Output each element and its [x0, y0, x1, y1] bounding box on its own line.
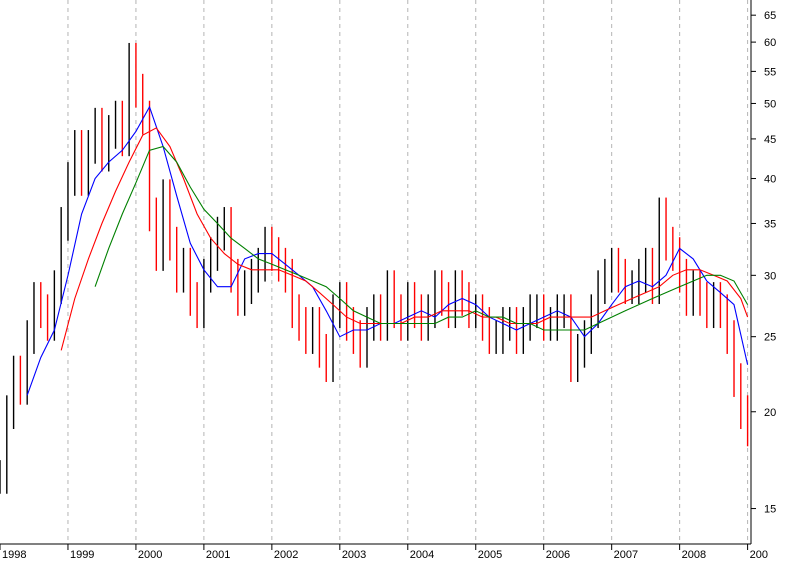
x-tick-label: 2004: [410, 549, 434, 561]
y-tick-label: 25: [764, 332, 776, 344]
y-tick-label: 15: [764, 504, 776, 516]
x-tick-label: 2008: [682, 549, 706, 561]
x-tick-label: 2006: [546, 549, 570, 561]
y-tick-label: 55: [764, 66, 776, 78]
moving-average-line-2: [60, 127, 749, 351]
x-tick-label: 2000: [138, 549, 162, 561]
x-tick-label: 1998: [2, 549, 26, 561]
y-tick-label: 50: [764, 98, 776, 110]
x-tick-label: 2007: [614, 549, 638, 561]
y-tick-label: 65: [764, 10, 776, 22]
y-tick-label: 30: [764, 270, 776, 282]
x-tick-label: 200: [750, 549, 768, 561]
axes: 15 20 25 30 35 40 45 50 55 60 65 1998 1999 2000 2001 20…: [0, 0, 776, 561]
x-tick-label: 2005: [478, 549, 502, 561]
y-tick-label: 40: [764, 174, 776, 186]
y-tick-label: 60: [764, 37, 776, 49]
price-bars: [0, 42, 749, 494]
grid-layer: [67, 0, 749, 544]
x-tick-label: 1999: [70, 549, 94, 561]
y-tick-label: 20: [764, 407, 776, 419]
moving-average-line-3: [94, 145, 749, 331]
x-tick-label: 2003: [342, 549, 366, 561]
y-tick-label: 45: [764, 134, 776, 146]
y-tick-label: 35: [764, 218, 776, 230]
x-tick-label: 2001: [206, 549, 230, 561]
x-tick-label: 2002: [274, 549, 298, 561]
moving-averages: [26, 105, 749, 396]
